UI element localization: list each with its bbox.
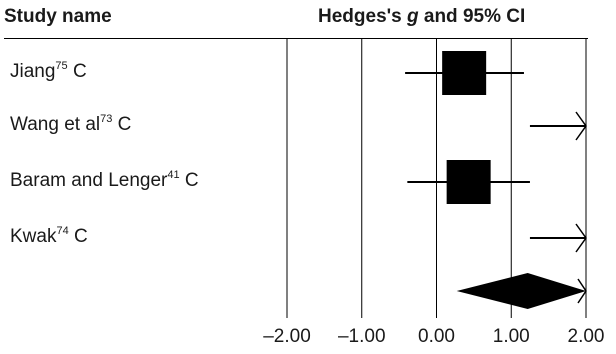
- effect-header-suffix: and 95% CI: [418, 6, 526, 27]
- study-label: Kwak74 C: [10, 224, 88, 248]
- ci-arrow: [575, 223, 587, 253]
- x-tick-label: 1.00: [493, 326, 530, 347]
- study-label: Wang et al73 C: [10, 112, 132, 136]
- study-reference: 41: [167, 168, 180, 181]
- effect-box: [446, 160, 491, 204]
- study-name: Wang et al: [10, 114, 101, 135]
- study-reference: 73: [100, 112, 113, 125]
- x-tick-label: –1.00: [338, 326, 386, 347]
- x-tick-label: 0.00: [418, 326, 455, 347]
- effect-header-prefix: Hedges's: [318, 6, 407, 27]
- study-name-header: Study name: [4, 6, 112, 27]
- study-condition: C: [179, 170, 199, 191]
- study-name: Baram and Lenger: [10, 170, 168, 191]
- x-tick-label: 2.00: [568, 326, 605, 347]
- study-condition: C: [112, 114, 132, 135]
- effect-size-header: Hedges's g and 95% CI: [318, 6, 525, 28]
- ci-arrow: [575, 111, 587, 141]
- study-reference: 75: [55, 59, 68, 72]
- study-reference: 74: [56, 224, 69, 237]
- study-name: Kwak: [10, 226, 57, 247]
- study-condition: C: [68, 226, 88, 247]
- study-label: Jiang75 C: [10, 59, 87, 83]
- effect-header-italic: g: [407, 6, 419, 27]
- study-name: Jiang: [10, 61, 56, 82]
- header-rule: [4, 38, 588, 39]
- study-condition: C: [67, 61, 87, 82]
- effect-box: [442, 51, 487, 95]
- pooled-diamond: [456, 273, 586, 309]
- pooled-arrow: [577, 278, 587, 304]
- study-label: Baram and Lenger41 C: [10, 168, 199, 192]
- x-tick-label: –2.00: [263, 326, 311, 347]
